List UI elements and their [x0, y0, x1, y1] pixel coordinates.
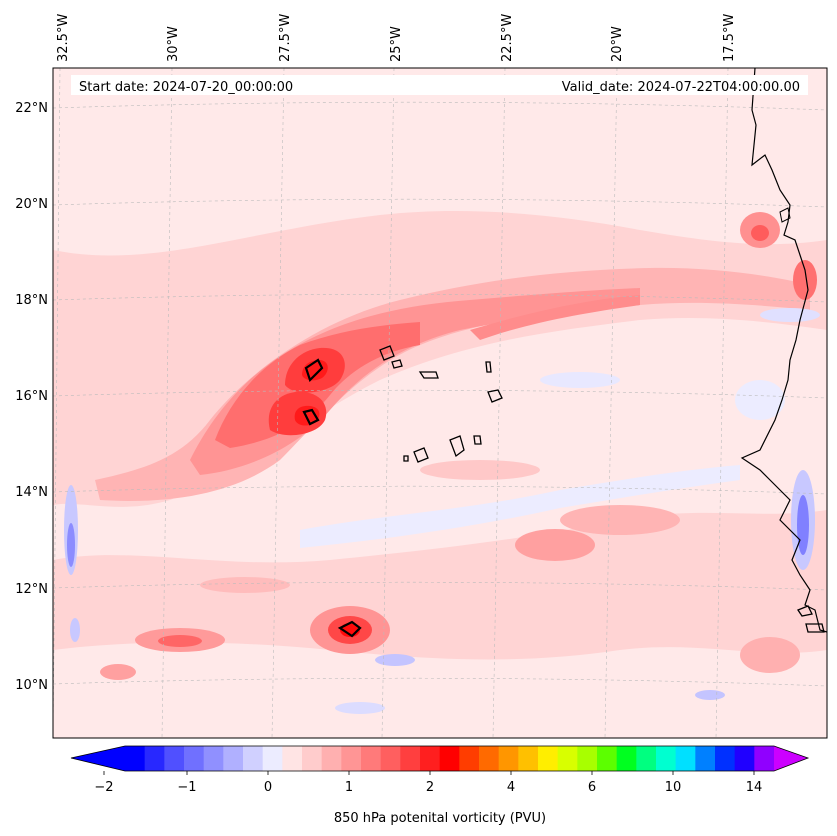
colorbar-segment [597, 746, 618, 771]
colorbar-tick-label: 0 [264, 780, 272, 795]
pv-neg-patch-4 [335, 702, 385, 714]
pv-contour-lower-band [53, 510, 827, 660]
pv-patch-1-core [158, 635, 202, 647]
colorbar-segment [695, 746, 716, 771]
colorbar-segment [321, 746, 342, 771]
lat-tick-label: 12°N [15, 582, 48, 597]
colorbar-segment [715, 746, 736, 771]
pv-contour-east-streak [470, 295, 640, 340]
colorbar-segments [125, 746, 775, 771]
colorbar-segment [636, 746, 657, 771]
colorbar-segment [223, 746, 244, 771]
colorbar-segment [380, 746, 401, 771]
pv-patch-7 [200, 577, 290, 593]
colorbar-segment [734, 746, 755, 771]
colorbar-segment [420, 746, 441, 771]
colorbar: −2 −1 0 1 2 4 6 10 14 850 hPa potenital vorticit… [70, 745, 810, 826]
pv-neg-patch-3 [695, 690, 725, 700]
colorbar-segment [616, 746, 637, 771]
lon-tick-label: 22.5°W [500, 14, 515, 62]
lon-tick-label: 20°W [610, 26, 625, 62]
colorbar-segment [459, 746, 480, 771]
colorbar-segment [675, 746, 696, 771]
pv-neg-patch-5 [735, 380, 785, 420]
colorbar-segment [184, 746, 205, 771]
lon-tick-label: 32.5°W [56, 14, 71, 62]
colorbar-segment [203, 746, 224, 771]
start-date-label: Start date: 2024-07-20_00:00:00 [79, 80, 293, 95]
lon-tick-label: 25°W [389, 26, 404, 62]
colorbar-tick-label: −2 [94, 780, 113, 795]
pv-patch-6 [740, 637, 800, 673]
colorbar-extend-high [774, 746, 808, 771]
valid-date-label: Valid_date: 2024-07-22T04:00:00.00 [562, 80, 800, 95]
longitude-tick-labels: 32.5°W 30°W 27.5°W 25°W 22.5°W 20°W 17.5… [56, 14, 737, 62]
colorbar-segment [754, 746, 775, 771]
colorbar-segment [498, 746, 519, 771]
pv-patch-5 [560, 505, 680, 535]
colorbar-segment [577, 746, 598, 771]
colorbar-tick-label: 6 [588, 780, 596, 795]
colorbar-tick-label: 2 [426, 780, 434, 795]
pv-patch-4 [515, 529, 595, 561]
lat-tick-label: 22°N [15, 101, 48, 116]
pv-neg-patch-6 [760, 308, 820, 322]
colorbar-segment [557, 746, 578, 771]
pv-neg-coast-core [797, 495, 809, 555]
africa-coastline-north-island [779, 207, 791, 223]
colorbar-segment [243, 746, 264, 771]
colorbar-extend-low [71, 746, 125, 771]
colorbar-ticks: −2 −1 0 1 2 4 6 10 14 [94, 771, 762, 795]
colorbar-label: 850 hPa potenital vorticity (PVU) [334, 811, 546, 826]
colorbar-segment [400, 746, 421, 771]
pv-max-coast-2 [751, 225, 769, 241]
colorbar-segment [518, 746, 539, 771]
lon-tick-label: 27.5°W [278, 14, 293, 62]
pv-max-coast-3 [793, 260, 817, 300]
colorbar-tick-label: 10 [665, 780, 682, 795]
colorbar-segment [341, 746, 362, 771]
colorbar-segment [164, 746, 185, 771]
colorbar-segment [439, 746, 460, 771]
graticule [53, 68, 827, 738]
colorbar-tick-label: −1 [177, 780, 196, 795]
colorbar-segment [479, 746, 500, 771]
lat-tick-label: 10°N [15, 678, 48, 693]
pv-neg-west-2 [70, 618, 80, 642]
lon-tick-label: 30°W [166, 26, 181, 62]
map-frame [52, 67, 828, 739]
colorbar-tick-label: 1 [345, 780, 353, 795]
colorbar-segment [656, 746, 677, 771]
header-box [71, 75, 808, 95]
latitude-tick-labels: 22°N 20°N 18°N 16°N 14°N 12°N 10°N [15, 101, 48, 693]
colorbar-segment [538, 746, 559, 771]
lat-tick-label: 18°N [15, 293, 48, 308]
colorbar-tick-label: 4 [507, 780, 515, 795]
colorbar-segment [302, 746, 323, 771]
africa-coastline [740, 68, 827, 633]
pv-patch-8 [420, 460, 540, 480]
lon-tick-label: 17.5°W [722, 14, 737, 62]
pv-neg-patch-1 [375, 654, 415, 666]
colorbar-segment [144, 746, 165, 771]
pv-neg-band-1 [300, 465, 740, 548]
lat-tick-label: 16°N [15, 389, 48, 404]
pv-neg-patch-2 [540, 372, 620, 388]
pv-field [53, 68, 827, 738]
cape-verde-islands [302, 345, 825, 638]
colorbar-segment [282, 746, 303, 771]
pv-neg-west-core [67, 523, 75, 567]
colorbar-segment [125, 746, 146, 771]
colorbar-outline [70, 745, 810, 772]
lat-tick-label: 20°N [15, 197, 48, 212]
colorbar-tick-label: 14 [746, 780, 763, 795]
colorbar-segment [361, 746, 382, 771]
colorbar-segment [262, 746, 283, 771]
pv-patch-2 [100, 664, 136, 680]
lat-tick-label: 14°N [15, 485, 48, 500]
